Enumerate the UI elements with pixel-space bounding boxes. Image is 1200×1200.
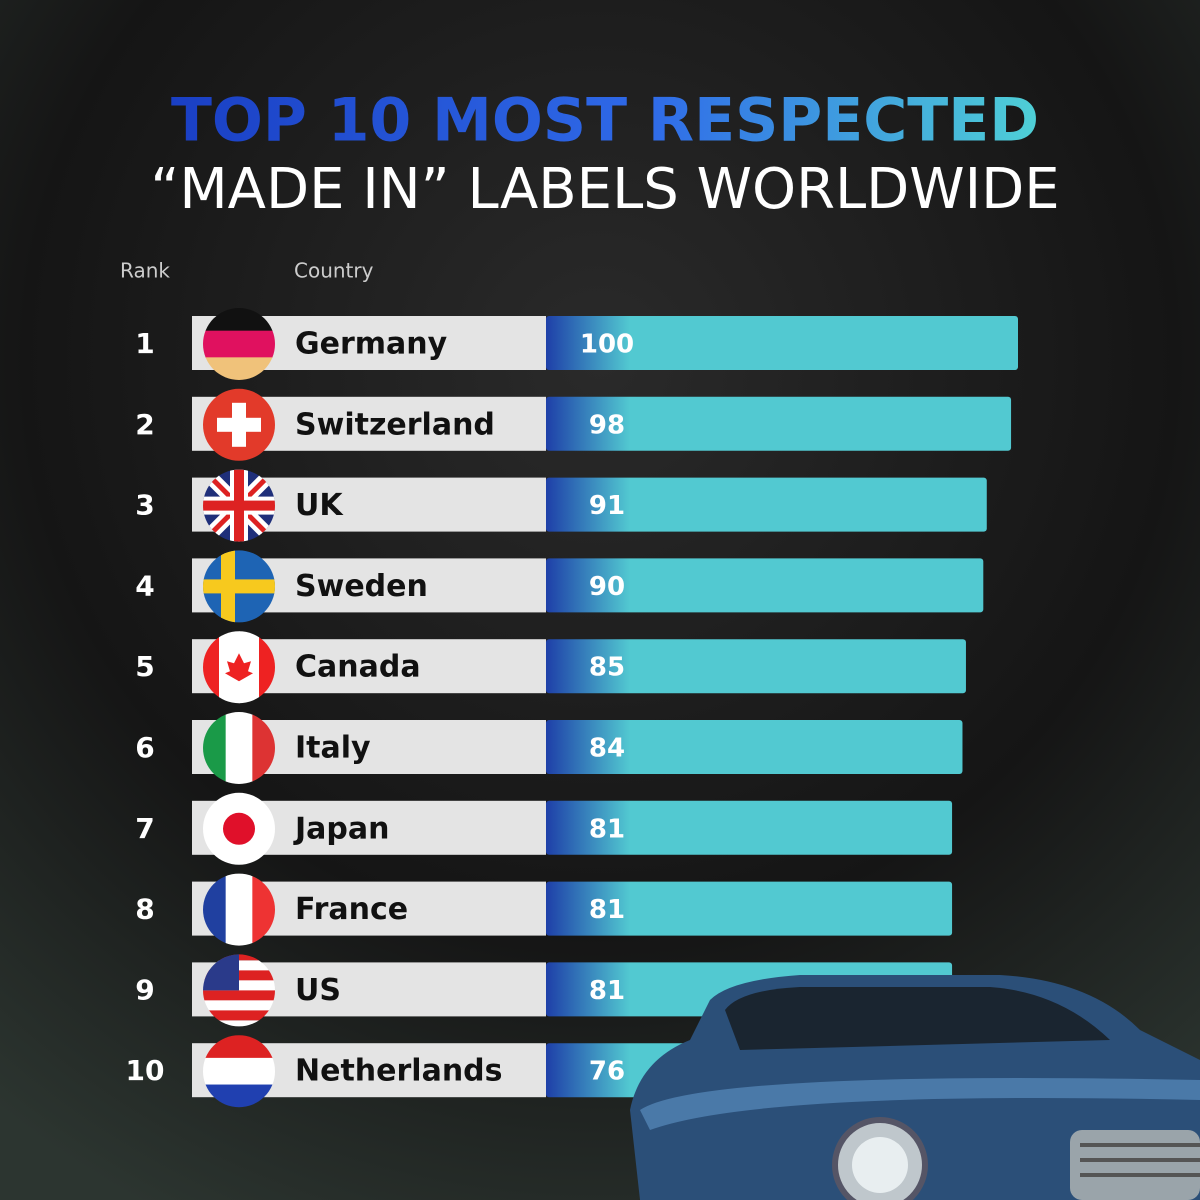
flag-part	[217, 417, 261, 432]
country-header: Country	[294, 259, 374, 283]
rank-label: 6	[135, 731, 154, 764]
rank-label: 3	[135, 489, 154, 522]
value-label: 81	[589, 814, 625, 844]
flag	[203, 792, 275, 865]
flag	[203, 712, 275, 784]
bar	[546, 881, 953, 936]
flag-part	[203, 308, 275, 332]
category-label: Germany	[295, 327, 448, 362]
flag	[203, 388, 275, 461]
category-label: Canada	[295, 650, 421, 685]
value-label: 98	[589, 410, 625, 440]
flag	[203, 954, 275, 1027]
bar	[546, 720, 963, 774]
flag-part	[203, 1057, 275, 1086]
rank-label: 7	[135, 812, 154, 845]
bar	[546, 396, 1012, 451]
category-label: Sweden	[295, 569, 428, 604]
flag-part	[239, 631, 260, 704]
bar	[546, 477, 987, 532]
category-label: Switzerland	[295, 407, 495, 442]
rank-label: 4	[135, 569, 154, 602]
flag-part	[225, 712, 253, 784]
rank-label: 1	[135, 327, 154, 360]
rank-header: Rank	[120, 259, 170, 283]
flag-part	[203, 1000, 275, 1011]
rank-label: 2	[135, 408, 154, 441]
flag-part	[203, 579, 275, 594]
flag-part	[203, 712, 227, 784]
flag-part	[203, 357, 275, 380]
flag-part	[203, 1084, 275, 1108]
bar	[546, 800, 953, 855]
value-label: 76	[589, 1057, 625, 1087]
bar	[546, 558, 984, 613]
rank-label: 8	[135, 893, 154, 926]
car-illustration	[630, 975, 1200, 1200]
flag-part	[203, 1010, 275, 1021]
flag-part	[252, 712, 275, 784]
value-label: 90	[589, 572, 625, 602]
flag-part	[203, 1020, 275, 1027]
bar	[546, 316, 1018, 370]
flag-part	[252, 873, 275, 946]
category-label: UK	[295, 488, 344, 523]
flag	[203, 308, 275, 380]
flag-part	[203, 990, 275, 1001]
flag	[203, 1035, 275, 1108]
rank-label: 9	[135, 973, 154, 1006]
chart-title: TOP 10 MOST RESPECTED	[171, 86, 1039, 156]
category-label: Italy	[295, 731, 371, 766]
category-label: France	[295, 892, 408, 927]
flag-part	[223, 812, 255, 845]
category-label: US	[295, 973, 341, 1008]
flag-part	[225, 653, 253, 682]
value-label: 84	[589, 734, 625, 764]
value-label: 91	[589, 491, 625, 521]
value-label: 81	[589, 976, 625, 1006]
flag-part	[225, 873, 253, 946]
category-label: Japan	[293, 811, 389, 846]
flag	[203, 550, 275, 623]
bar	[546, 639, 966, 694]
value-label: 85	[589, 653, 625, 683]
rank-label: 10	[126, 1054, 165, 1087]
flag-part	[203, 1035, 275, 1059]
rank-label: 5	[135, 650, 154, 683]
category-label: Netherlands	[295, 1054, 503, 1089]
flag-part	[203, 873, 227, 946]
chart-subtitle: “MADE IN” LABELS WORLDWIDE	[150, 157, 1059, 222]
flag-part	[203, 330, 275, 358]
flag	[203, 873, 275, 946]
value-label: 81	[589, 895, 625, 925]
flag-part	[203, 500, 275, 511]
value-label: 100	[580, 330, 634, 360]
